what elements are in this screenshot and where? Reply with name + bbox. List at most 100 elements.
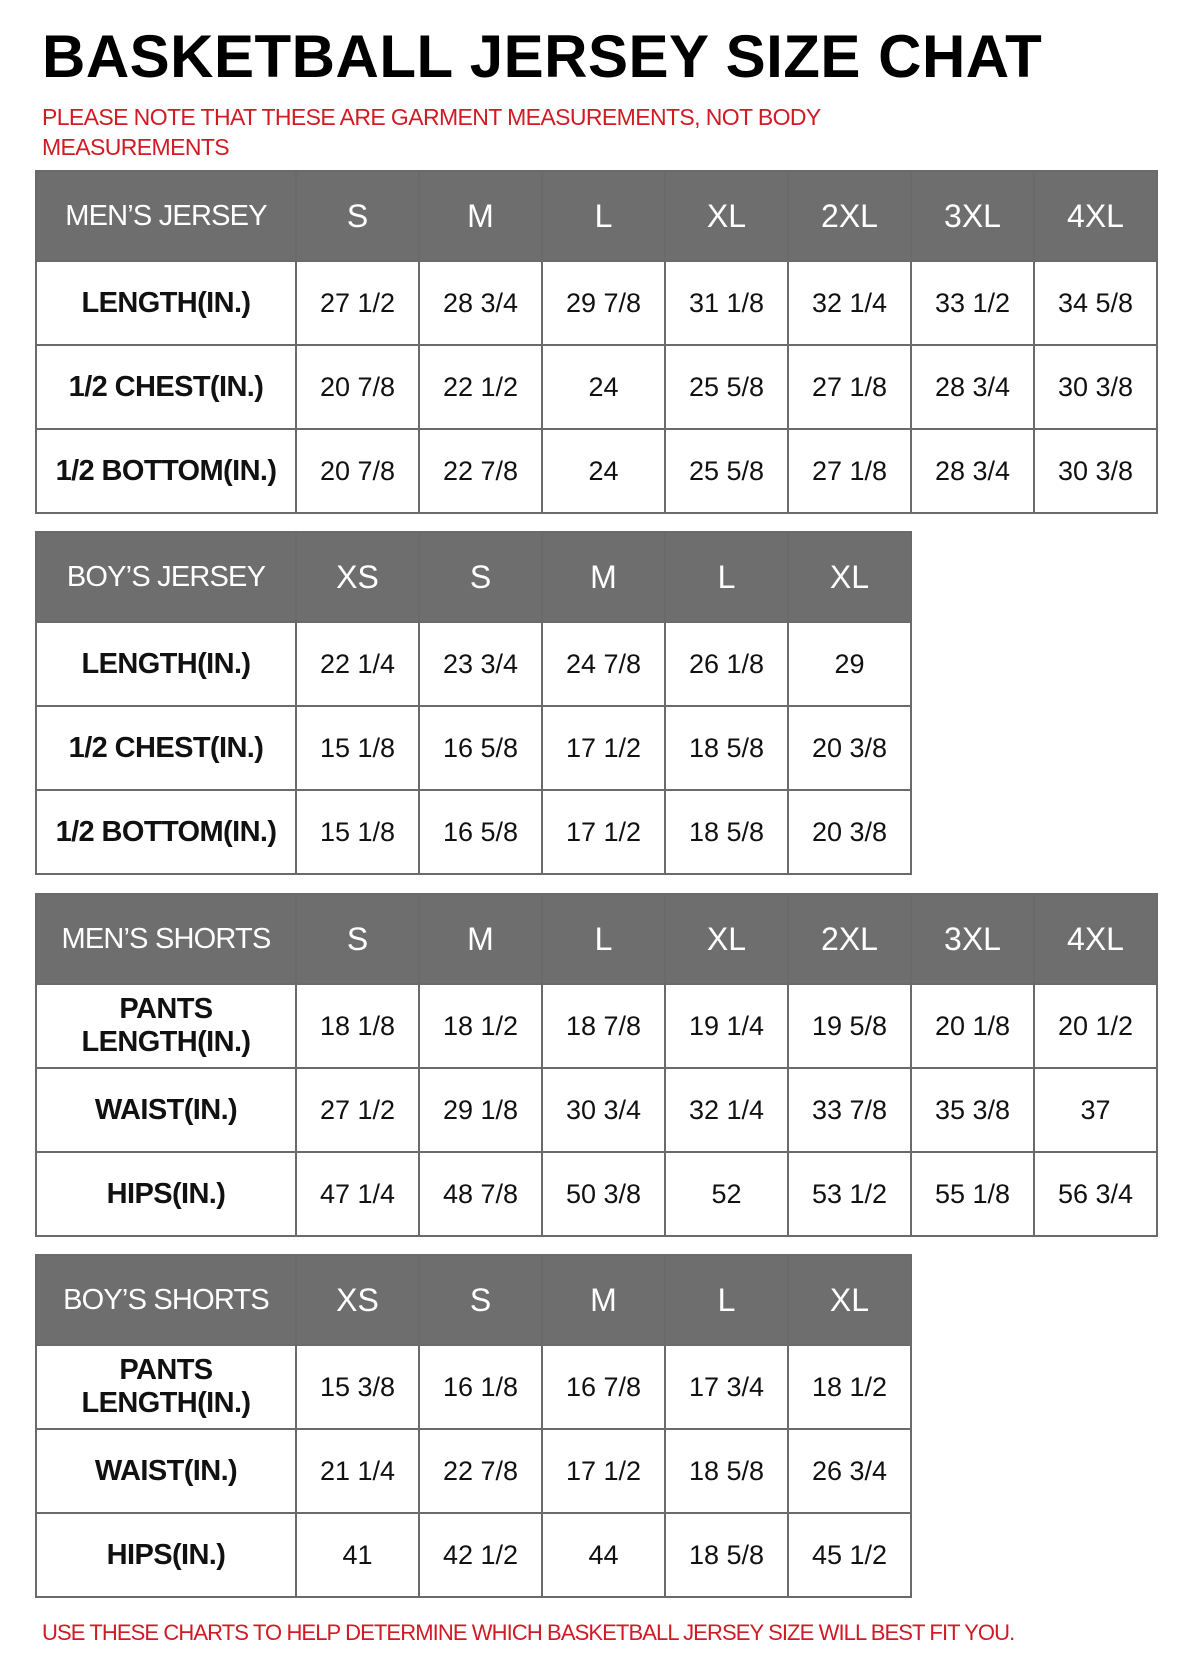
measurement-value: 24 — [541, 428, 666, 514]
table-row: 1/2 CHEST(IN.) 20 7/8 22 1/2 24 25 5/8 27 1/8… — [35, 344, 1158, 430]
measurement-value: 27 1/2 — [295, 1067, 420, 1153]
measurement-label: 1/2 BOTTOM(IN.) — [35, 428, 297, 514]
measurement-value: 25 5/8 — [664, 344, 789, 430]
size-header: M — [541, 531, 666, 623]
size-header: L — [541, 170, 666, 262]
table-row: PANTS LENGTH(IN.) 18 1/8 18 1/2 18 7/8 19 1/… — [35, 983, 1158, 1069]
measurement-label: HIPS(IN.) — [35, 1151, 297, 1237]
size-header: 2XL — [787, 893, 912, 985]
measurement-value: 21 1/4 — [295, 1428, 420, 1514]
measurement-value: 20 7/8 — [295, 428, 420, 514]
size-header: XS — [295, 1254, 420, 1346]
table-heading: MEN’S SHORTS — [35, 893, 297, 985]
boys-shorts-table: BOY’S SHORTS XS S M L XL PANTS LENGTH(IN.) 15 3… — [35, 1254, 912, 1598]
measurement-value: 22 7/8 — [418, 428, 543, 514]
measurement-value: 22 1/2 — [418, 344, 543, 430]
measurement-value: 18 7/8 — [541, 983, 666, 1069]
measurement-value: 16 5/8 — [418, 789, 543, 875]
measurement-value: 37 — [1033, 1067, 1158, 1153]
table-row: PANTS LENGTH(IN.) 15 3/8 16 1/8 16 7/8 17 3/… — [35, 1344, 912, 1430]
measurement-label: WAIST(IN.) — [35, 1067, 297, 1153]
measurement-value: 26 3/4 — [787, 1428, 912, 1514]
size-header: XL — [664, 170, 789, 262]
measurement-value: 18 1/8 — [295, 983, 420, 1069]
measurement-value: 15 3/8 — [295, 1344, 420, 1430]
measurement-value: 53 1/2 — [787, 1151, 912, 1237]
table-row: 1/2 BOTTOM(IN.) 20 7/8 22 7/8 24 25 5/8 27 1/… — [35, 428, 1158, 514]
measurement-value: 19 5/8 — [787, 983, 912, 1069]
table-row: HIPS(IN.) 47 1/4 48 7/8 50 3/8 52 53 1/2 55 1/… — [35, 1151, 1158, 1237]
mens-shorts-table: MEN’S SHORTS S M L XL 2XL 3XL 4XL PANTS LENGTH(I… — [35, 893, 1158, 1237]
measurement-value: 20 1/8 — [910, 983, 1035, 1069]
size-header: L — [664, 531, 789, 623]
measurement-value: 33 1/2 — [910, 260, 1035, 346]
size-header: XL — [664, 893, 789, 985]
measurement-value: 26 1/8 — [664, 621, 789, 707]
measurement-value: 18 5/8 — [664, 705, 789, 791]
measurement-label: LENGTH(IN.) — [35, 621, 297, 707]
table-row: 1/2 BOTTOM(IN.) 15 1/8 16 5/8 17 1/2 18 5/8 2… — [35, 789, 912, 875]
measurement-value: 20 3/8 — [787, 705, 912, 791]
measurement-label: 1/2 CHEST(IN.) — [35, 344, 297, 430]
measurement-value: 48 7/8 — [418, 1151, 543, 1237]
measurement-value: 25 5/8 — [664, 428, 789, 514]
size-header: S — [295, 170, 420, 262]
size-header: 4XL — [1033, 893, 1158, 985]
measurement-value: 41 — [295, 1512, 420, 1598]
table-heading: BOY’S JERSEY — [35, 531, 297, 623]
table-row: 1/2 CHEST(IN.) 15 1/8 16 5/8 17 1/2 18 5/8 20… — [35, 705, 912, 791]
measurement-value: 56 3/4 — [1033, 1151, 1158, 1237]
measurement-value: 18 5/8 — [664, 1428, 789, 1514]
measurement-value: 42 1/2 — [418, 1512, 543, 1598]
measurement-value: 52 — [664, 1151, 789, 1237]
size-header: 2XL — [787, 170, 912, 262]
measurement-value: 47 1/4 — [295, 1151, 420, 1237]
measurement-value: 55 1/8 — [910, 1151, 1035, 1237]
measurement-value: 28 3/4 — [910, 344, 1035, 430]
table-row: LENGTH(IN.) 22 1/4 23 3/4 24 7/8 26 1/8 29 — [35, 621, 912, 707]
measurement-value: 20 1/2 — [1033, 983, 1158, 1069]
measurement-value: 16 5/8 — [418, 705, 543, 791]
measurement-value: 45 1/2 — [787, 1512, 912, 1598]
measurement-label: LENGTH(IN.) — [35, 260, 297, 346]
measurement-value: 18 1/2 — [418, 983, 543, 1069]
table-row: WAIST(IN.) 21 1/4 22 7/8 17 1/2 18 5/8 26 3/4 — [35, 1428, 912, 1514]
header-row: BOY’S JERSEY XS S M L XL — [35, 531, 912, 623]
measurement-value: 18 5/8 — [664, 789, 789, 875]
measurement-value: 30 3/4 — [541, 1067, 666, 1153]
table-row: LENGTH(IN.) 27 1/2 28 3/4 29 7/8 31 1/8 32 1/… — [35, 260, 1158, 346]
size-header: 4XL — [1033, 170, 1158, 262]
measurement-value: 17 1/2 — [541, 705, 666, 791]
measurement-value: 15 1/8 — [295, 705, 420, 791]
measurement-value: 35 3/8 — [910, 1067, 1035, 1153]
measurement-value: 16 7/8 — [541, 1344, 666, 1430]
footer-note: USE THESE CHARTS TO HELP DETERMINE WHICH… — [42, 1620, 1015, 1645]
size-header: 3XL — [910, 893, 1035, 985]
measurement-label: WAIST(IN.) — [35, 1428, 297, 1514]
measurement-label: 1/2 BOTTOM(IN.) — [35, 789, 297, 875]
measurement-value: 27 1/8 — [787, 428, 912, 514]
table-row: HIPS(IN.) 41 42 1/2 44 18 5/8 45 1/2 — [35, 1512, 912, 1598]
measurement-value: 24 7/8 — [541, 621, 666, 707]
measurement-value: 22 1/4 — [295, 621, 420, 707]
measurement-value: 33 7/8 — [787, 1067, 912, 1153]
measurement-value: 15 1/8 — [295, 789, 420, 875]
size-header: S — [418, 1254, 543, 1346]
measurement-value: 30 3/8 — [1033, 344, 1158, 430]
size-header: S — [295, 893, 420, 985]
measurement-value: 29 — [787, 621, 912, 707]
size-header: XL — [787, 1254, 912, 1346]
measurement-value: 18 5/8 — [664, 1512, 789, 1598]
measurement-value: 17 3/4 — [664, 1344, 789, 1430]
measurement-value: 32 1/4 — [787, 260, 912, 346]
measurement-value: 32 1/4 — [664, 1067, 789, 1153]
measurement-value: 16 1/8 — [418, 1344, 543, 1430]
size-header: M — [541, 1254, 666, 1346]
measurement-value: 28 3/4 — [418, 260, 543, 346]
measurement-value: 29 7/8 — [541, 260, 666, 346]
page-title: BASKETBALL JERSEY SIZE CHAT — [42, 23, 1043, 90]
measurement-value: 28 3/4 — [910, 428, 1035, 514]
measurement-label: PANTS LENGTH(IN.) — [35, 983, 297, 1069]
table-heading: MEN’S JERSEY — [35, 170, 297, 262]
measurement-label: PANTS LENGTH(IN.) — [35, 1344, 297, 1430]
